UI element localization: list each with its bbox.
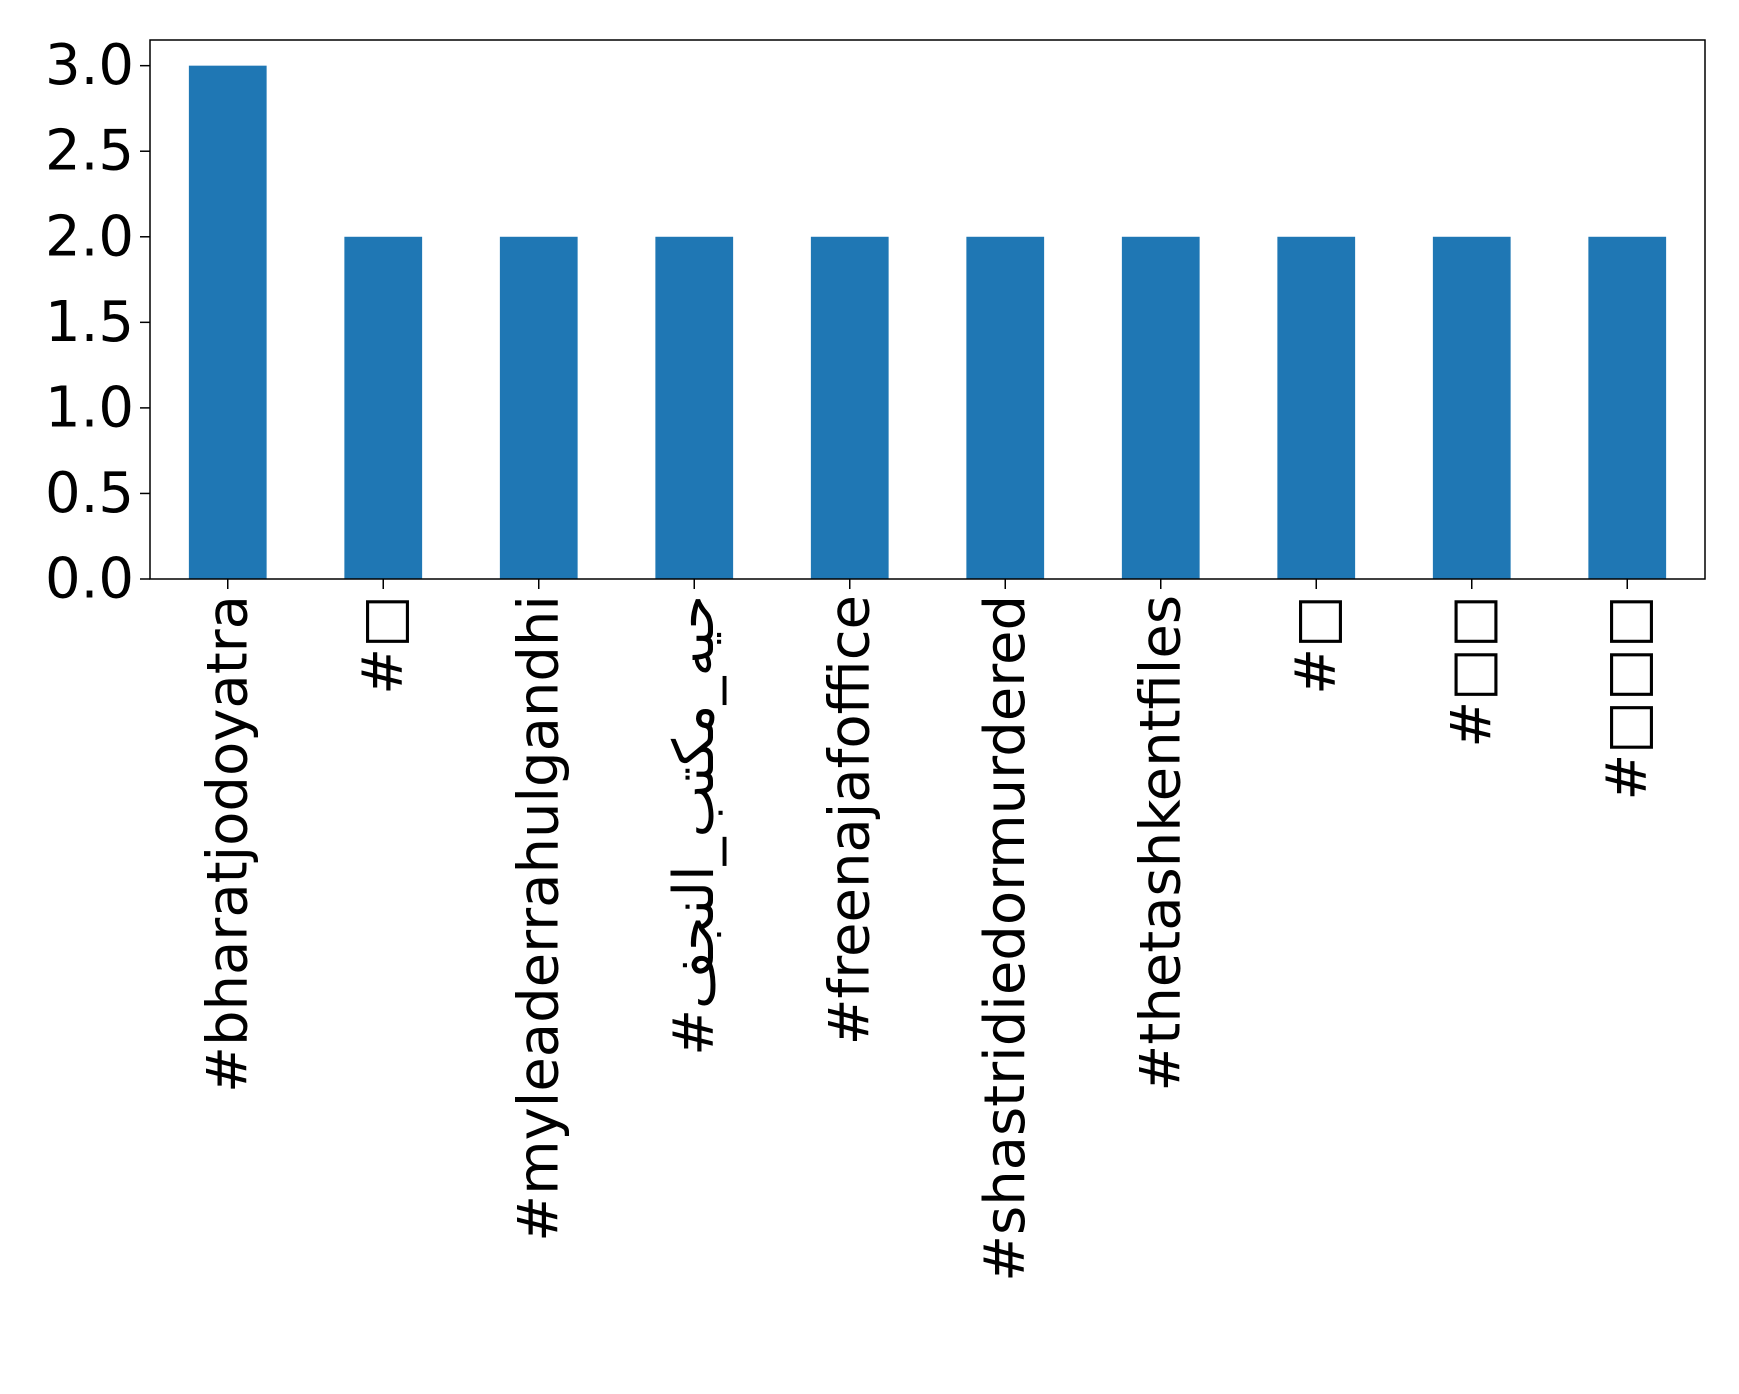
y-tick-label: 2.0: [45, 204, 134, 269]
x-tick-label: #□□□: [1595, 595, 1660, 801]
x-tick-label: #□: [1284, 595, 1349, 695]
y-tick-label: 3.0: [45, 33, 134, 98]
bar: [810, 236, 889, 579]
x-tick-label: #shastridiedormurdered: [973, 595, 1038, 1282]
x-tick-label: #حيه_مكتب_النجف: [662, 595, 727, 1056]
y-tick-label: 2.5: [45, 119, 134, 184]
y-tick-label: 1.5: [45, 290, 134, 355]
x-tick-label: #bharatjodoyatra: [195, 595, 260, 1093]
bar: [966, 236, 1045, 579]
bar: [1588, 236, 1667, 579]
bar: [344, 236, 423, 579]
y-axis: 0.0 0.5 1.0 1.5 2.0 2.5 3.0: [45, 33, 150, 612]
bar: [1277, 236, 1356, 579]
x-tick-label: #thetashkentfiles: [1128, 595, 1193, 1092]
x-tick-label: #□□: [1439, 595, 1504, 748]
y-tick-label: 0.5: [45, 461, 134, 526]
bar: [1121, 236, 1200, 579]
bars-group: [188, 65, 1667, 579]
plot-frame: [149, 39, 1706, 580]
bar: [1432, 236, 1511, 579]
y-tick-label: 0.0: [45, 547, 134, 612]
x-tick-label: #□: [351, 595, 416, 695]
x-axis: #bharatjodoyatra #□ #myleaderrahulgandhi #ح…: [195, 579, 1660, 1282]
bar: [655, 236, 734, 579]
x-tick-label: #myleaderrahulgandhi: [506, 595, 571, 1242]
x-tick-label: #freenajafoffice: [817, 595, 882, 1045]
y-tick-label: 1.0: [45, 375, 134, 440]
bar: [188, 65, 267, 579]
bar: [499, 236, 578, 579]
